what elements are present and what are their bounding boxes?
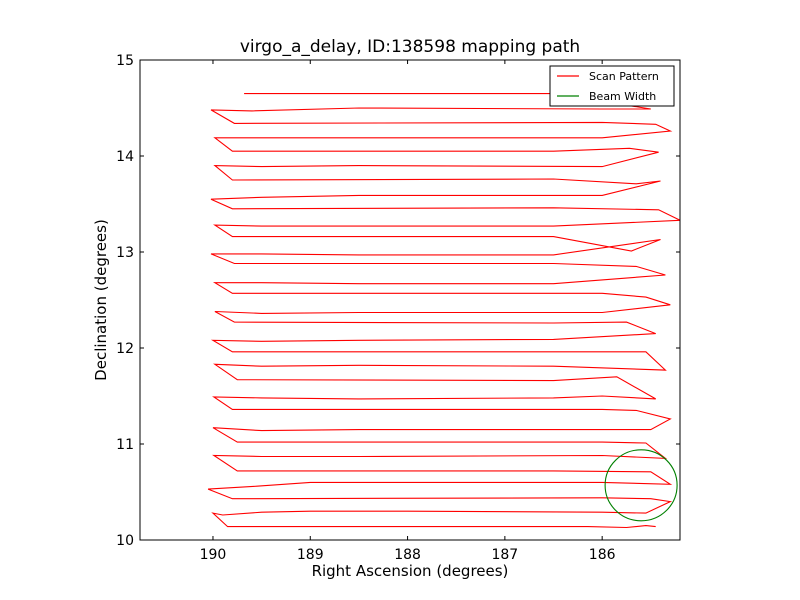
legend-label-beam-width: Beam Width [589, 90, 656, 103]
y-tick-label: 12 [116, 341, 134, 357]
series-line-scan-pattern [207, 93, 680, 529]
y-tick-label: 14 [116, 149, 134, 165]
x-axis-label: Right Ascension (degrees) [312, 562, 509, 580]
legend-box [549, 65, 675, 107]
x-tick-label: 190 [200, 547, 227, 563]
plot-area: 190 189 188 187 186 10 11 12 13 14 15 [116, 53, 681, 563]
x-tick-label: 186 [589, 547, 616, 563]
plot-frame [139, 59, 681, 541]
x-tick-label: 189 [297, 547, 324, 563]
chart-title: virgo_a_delay, ID:138598 mapping path [240, 37, 580, 57]
x-tick-label: 188 [394, 547, 421, 563]
series-circle-beam-width [604, 449, 678, 522]
y-tick-label: 10 [116, 533, 134, 549]
plot-background [140, 60, 680, 540]
series-layer [207, 93, 680, 529]
y-axis-label: Declination (degrees) [92, 219, 110, 381]
y-tick-label: 15 [116, 53, 134, 69]
legend: Scan Pattern Beam Width [549, 65, 675, 107]
y-tick-label: 11 [116, 437, 134, 453]
y-tick-label: 13 [116, 245, 134, 261]
legend-label-scan-pattern: Scan Pattern [589, 70, 659, 83]
x-tick-label: 187 [491, 547, 518, 563]
tick-layer: 190 189 188 187 186 10 11 12 13 14 15 [116, 53, 680, 563]
